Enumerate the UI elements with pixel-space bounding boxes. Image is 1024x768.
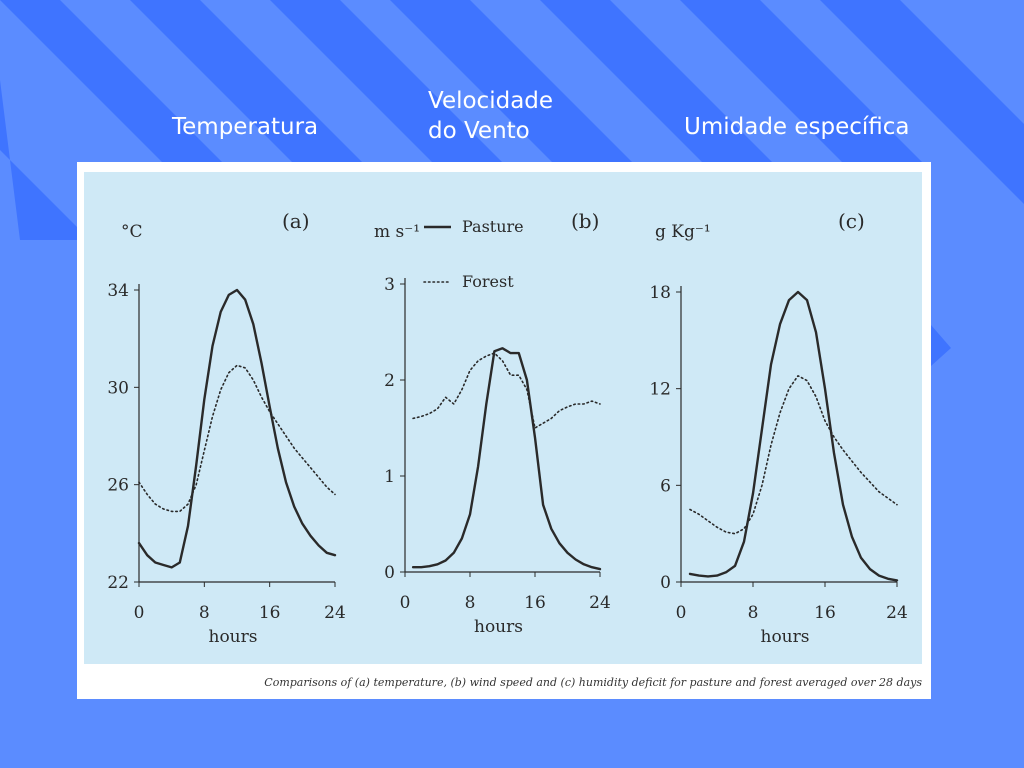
x-tick-label: 0 bbox=[676, 603, 687, 623]
y-tick-label: 18 bbox=[649, 283, 671, 303]
x-tick-label: 8 bbox=[465, 593, 476, 613]
legend: Pasture Forest bbox=[423, 217, 524, 291]
x-tick-label: 16 bbox=[524, 593, 546, 613]
x-tick-label: 0 bbox=[400, 593, 411, 613]
x-axis-label: hours bbox=[209, 627, 258, 647]
x-tick-label: 16 bbox=[814, 603, 836, 623]
y-tick-label: 12 bbox=[649, 380, 671, 400]
series-forest-line bbox=[412, 352, 601, 429]
stripe-arrow bbox=[931, 325, 951, 366]
title-wind-speed: Velocidade do Vento bbox=[428, 88, 554, 144]
x-axis-label: hours bbox=[474, 617, 523, 637]
y-tick-label: 2 bbox=[384, 371, 395, 391]
figure-scan: 22 26 30 34 0 8 16 24 hours °C (a) 0 1 2 3 0 8 16 24 hours m… bbox=[77, 162, 931, 699]
y-tick-label: 3 bbox=[384, 275, 395, 295]
series-pasture-line bbox=[688, 290, 899, 582]
x-tick-label: 8 bbox=[748, 603, 759, 623]
panel-label: (a) bbox=[282, 209, 310, 233]
panel-label: (b) bbox=[571, 209, 599, 233]
x-tick-label: 24 bbox=[324, 603, 346, 623]
plot-2: 0 1 2 3 0 8 16 24 hours m s⁻¹ (b) bbox=[374, 209, 611, 637]
y-unit-label: °C bbox=[121, 222, 143, 242]
y-tick-label: 1 bbox=[384, 467, 395, 487]
legend-pasture-label: Pasture bbox=[462, 217, 524, 236]
x-tick-label: 8 bbox=[199, 603, 210, 623]
title-temperature: Temperatura bbox=[172, 114, 319, 140]
y-tick-label: 6 bbox=[660, 476, 671, 496]
x-tick-label: 0 bbox=[134, 603, 145, 623]
y-tick-label: 0 bbox=[660, 573, 671, 593]
stripe-5 bbox=[540, 0, 780, 170]
figure-panel bbox=[84, 172, 922, 664]
y-tick-label: 34 bbox=[107, 281, 129, 301]
x-tick-label: 24 bbox=[886, 603, 908, 623]
series-pasture-line bbox=[137, 288, 337, 569]
x-axis-label: hours bbox=[761, 627, 810, 647]
y-tick-label: 30 bbox=[107, 378, 129, 398]
y-unit-label: g Kg⁻¹ bbox=[655, 222, 711, 242]
y-tick-label: 0 bbox=[384, 563, 395, 583]
stripe-6 bbox=[680, 0, 930, 170]
y-tick-label: 22 bbox=[107, 573, 129, 593]
y-unit-label: m s⁻¹ bbox=[374, 222, 420, 242]
x-tick-label: 16 bbox=[259, 603, 281, 623]
series-pasture-line bbox=[411, 347, 602, 571]
plot-1: 22 26 30 34 0 8 16 24 hours °C (a) bbox=[107, 209, 345, 647]
y-tick-label: 26 bbox=[107, 476, 129, 496]
stripe-8 bbox=[0, 80, 90, 240]
title-specific-humidity: Umidade específica bbox=[684, 114, 910, 140]
plot-3: 0 6 12 18 0 8 16 24 hours g Kg⁻¹ (c) bbox=[649, 209, 907, 647]
figure-caption: Comparisons of (a) temperature, (b) wind… bbox=[264, 676, 922, 689]
legend-forest-label: Forest bbox=[462, 272, 514, 291]
panel-label: (c) bbox=[838, 209, 865, 233]
x-tick-label: 24 bbox=[589, 593, 611, 613]
series-forest-line bbox=[138, 364, 336, 513]
series-forest-line bbox=[689, 375, 898, 535]
stripe-7 bbox=[820, 0, 1024, 204]
